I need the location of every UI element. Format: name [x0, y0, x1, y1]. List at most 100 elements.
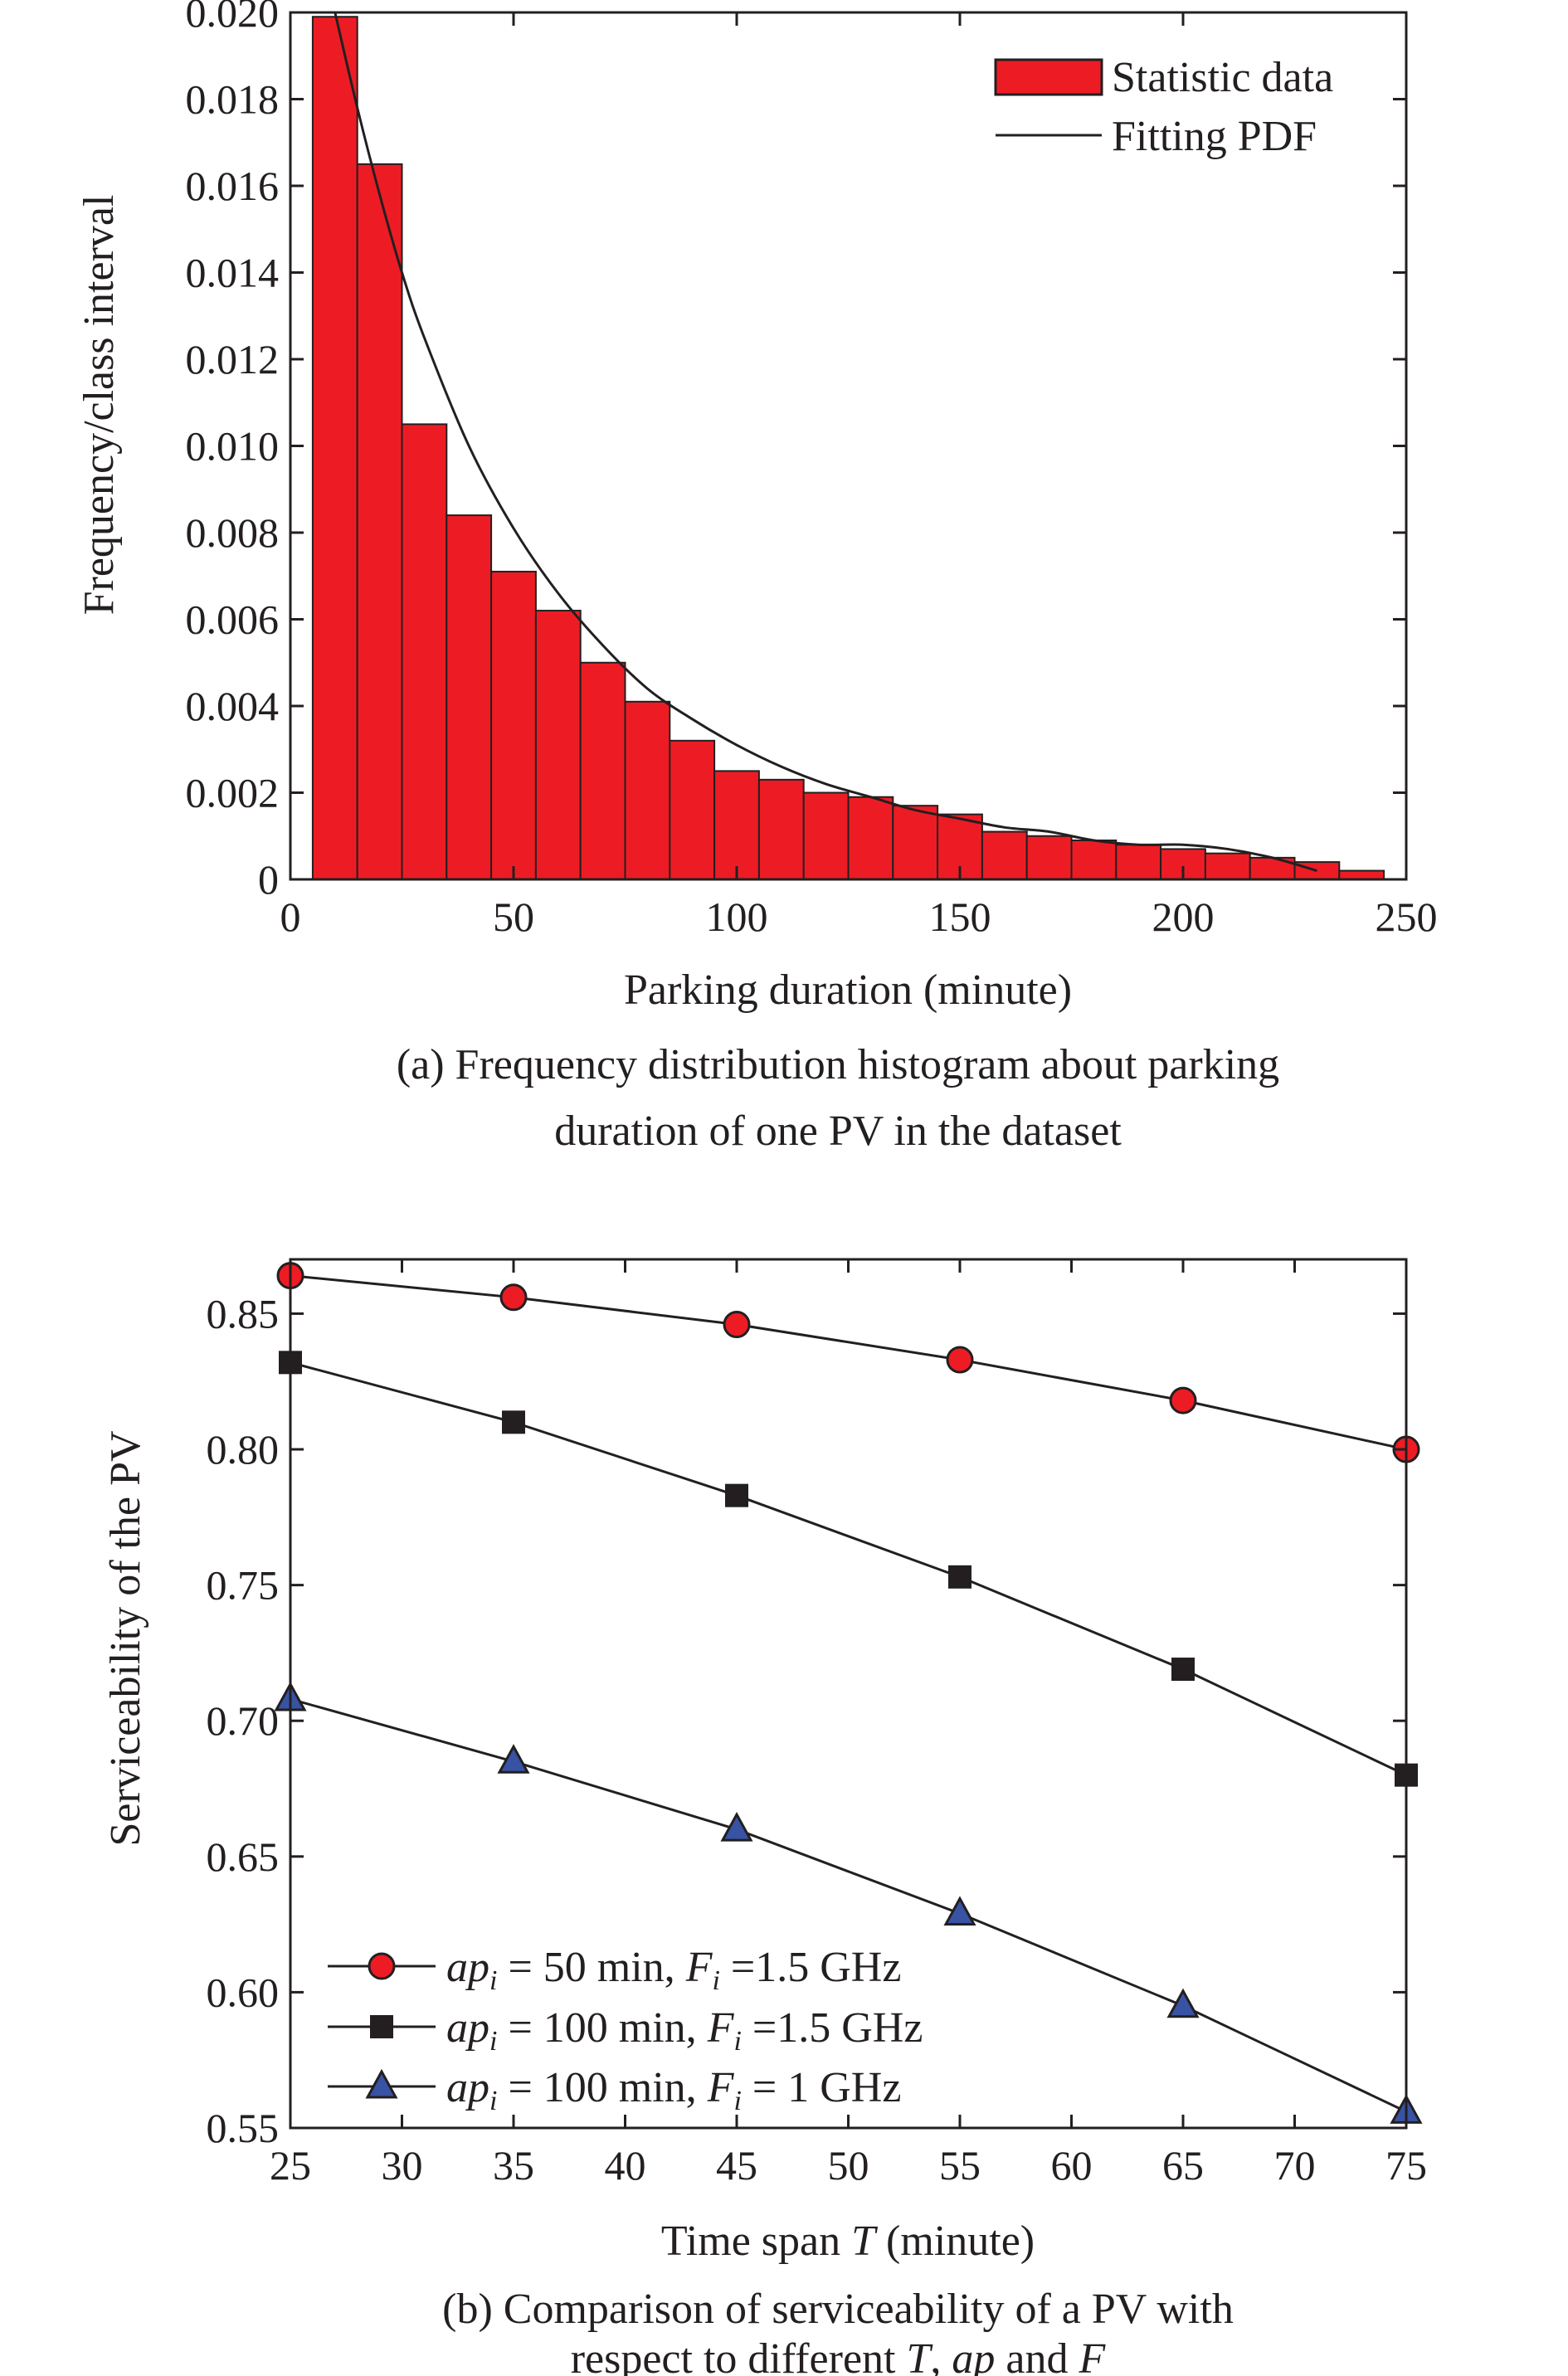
legend-var-f: F: [707, 2064, 735, 2111]
y-tick-labels: 0 0.002 0.004 0.006 0.008 0.010 0.012 0.014 0.01…: [186, 0, 280, 903]
legend-sub-i: i: [489, 2086, 497, 2116]
fitting-pdf-curve: [334, 12, 1317, 872]
x-tick-label: 60: [1051, 2142, 1093, 2189]
y-tick-label: 0.004: [186, 683, 280, 729]
legend-marker-circle: [368, 1952, 396, 1980]
series-line-triangle: [290, 1697, 1407, 2113]
data-point-triangle: [720, 1811, 753, 1842]
y-tick-label: 0.016: [186, 163, 280, 209]
y-tick-label: 0.020: [186, 0, 280, 36]
histogram-bar: [1115, 844, 1162, 881]
histogram-bar: [534, 610, 582, 880]
histogram-bar: [757, 778, 805, 881]
x-axis-label: Time span T (minute): [661, 2218, 1035, 2265]
caption-text-c: and: [995, 2335, 1079, 2376]
caption-var-f: F: [1079, 2335, 1107, 2376]
legend-marker-triangle: [365, 2068, 398, 2099]
histogram-bar: [490, 571, 537, 881]
caption-line-2: respect to different T, ap and F: [571, 2335, 1107, 2376]
histogram-bar: [356, 163, 403, 880]
y-tick-label: 0.80: [207, 1426, 280, 1473]
caption-line-1: (a) Frequency distribution histogram abo…: [397, 1041, 1279, 1088]
legend-sub-i: i: [733, 2086, 741, 2116]
y-tick-label: 0.85: [207, 1290, 280, 1336]
y-tick-label: 0.012: [186, 336, 280, 382]
histogram-bar: [446, 514, 493, 880]
y-tick-label: 0.55: [207, 2105, 280, 2151]
legend-var-ap: ap: [446, 1944, 489, 1991]
y-tick-label: 0.014: [186, 250, 280, 296]
y-axis-label: Serviceability of the PV: [102, 1430, 149, 1846]
legend-sub-i: i: [733, 2026, 741, 2057]
histogram-bar: [624, 700, 671, 881]
y-tick-label: 0.70: [207, 1697, 280, 1744]
x-tick-label: 100: [706, 893, 768, 940]
legend-var-ap: ap: [446, 2064, 489, 2111]
data-point-circle: [499, 1283, 528, 1312]
x-axis-label-variable: T: [851, 2218, 878, 2265]
legend-bar-swatch: [994, 58, 1103, 96]
x-tick-label: 75: [1385, 2142, 1427, 2189]
histogram-bar: [669, 739, 716, 880]
histogram-bar: [847, 796, 894, 880]
histogram-bar: [1070, 839, 1118, 880]
legend-var-f: F: [685, 1944, 713, 1991]
legend-text: = 50 min,: [497, 1944, 685, 1991]
x-tick-label: 30: [382, 2142, 423, 2189]
serviceability-chart: 25 30 35 40 45 50 55 60 65 70 75 0.550.600.650.700…: [102, 1258, 1427, 2376]
histogram-bar: [713, 770, 760, 880]
caption-text-a: respect to different: [571, 2335, 907, 2376]
x-tick-label: 50: [493, 893, 534, 940]
y-tick-label: 0: [258, 856, 279, 903]
x-tick-labels: 0 50 100 150 200 250: [280, 893, 1438, 940]
legend-label: api = 50 min, Fi =1.5 GHz: [446, 1944, 901, 1996]
x-tick-label: 55: [939, 2142, 981, 2189]
data-point-square: [1171, 1658, 1195, 1682]
legend-label-statistic: Statistic data: [1112, 54, 1333, 101]
y-tick-label: 0.002: [186, 770, 280, 816]
y-tick-label: 0.018: [186, 76, 280, 123]
histogram-bar: [802, 791, 850, 880]
x-tick-label: 70: [1274, 2142, 1316, 2189]
data-point-square: [725, 1483, 748, 1507]
histogram-bar: [1204, 852, 1251, 881]
plot-frame: [289, 1258, 1408, 2130]
y-tick-label: 0.75: [207, 1562, 280, 1609]
legend-text: = 100 min,: [497, 2064, 707, 2111]
y-tick-label: 0.60: [207, 1969, 280, 2015]
x-tick-label: 45: [716, 2142, 757, 2189]
axis-ticks: [289, 11, 1408, 881]
y-tick-label: 0.008: [186, 509, 280, 556]
caption-line-1: (b) Comparison of serviceability of a PV…: [442, 2286, 1234, 2333]
x-tick-label: 50: [828, 2142, 869, 2189]
legend-marker-square: [370, 2015, 393, 2038]
histogram-bar: [892, 805, 939, 880]
legend-sub-i: i: [489, 2026, 497, 2057]
caption-text-b: ,: [930, 2335, 952, 2376]
x-tick-label: 250: [1376, 893, 1438, 940]
histogram-chart: 0 50 100 150 200 250 0 0.002 0.004 0.006 0.008 0.0…: [75, 0, 1438, 1155]
histogram-bar: [981, 830, 1028, 881]
y-tick-labels: 0.55 0.60 0.65 0.70 0.75 0.80 0.85: [207, 1290, 280, 2151]
legend-label: api = 100 min, Fi =1.5 GHz: [446, 2004, 923, 2057]
histogram-bar: [311, 16, 358, 881]
data-point-square: [502, 1410, 525, 1434]
histogram-bar: [1025, 835, 1073, 880]
data-point-triangle: [1166, 1988, 1200, 2018]
legend-text: =1.5 GHz: [742, 2004, 923, 2052]
y-tick-label: 0.65: [207, 1833, 280, 1880]
x-tick-label: 35: [493, 2142, 534, 2189]
histogram-bar: [401, 423, 448, 880]
data-point-square: [948, 1565, 971, 1589]
legend-sub-i: i: [489, 1965, 497, 1996]
x-axis-label: Parking duration (minute): [624, 966, 1072, 1014]
legend-label-fit: Fitting PDF: [1112, 113, 1317, 160]
legend-sub-i: i: [712, 1965, 719, 1996]
x-tick-label: 25: [270, 2142, 311, 2189]
histogram-bars: [311, 16, 1385, 881]
series-lines: [290, 1274, 1407, 2113]
x-tick-label: 0: [280, 893, 301, 940]
data-point-circle: [946, 1346, 974, 1374]
